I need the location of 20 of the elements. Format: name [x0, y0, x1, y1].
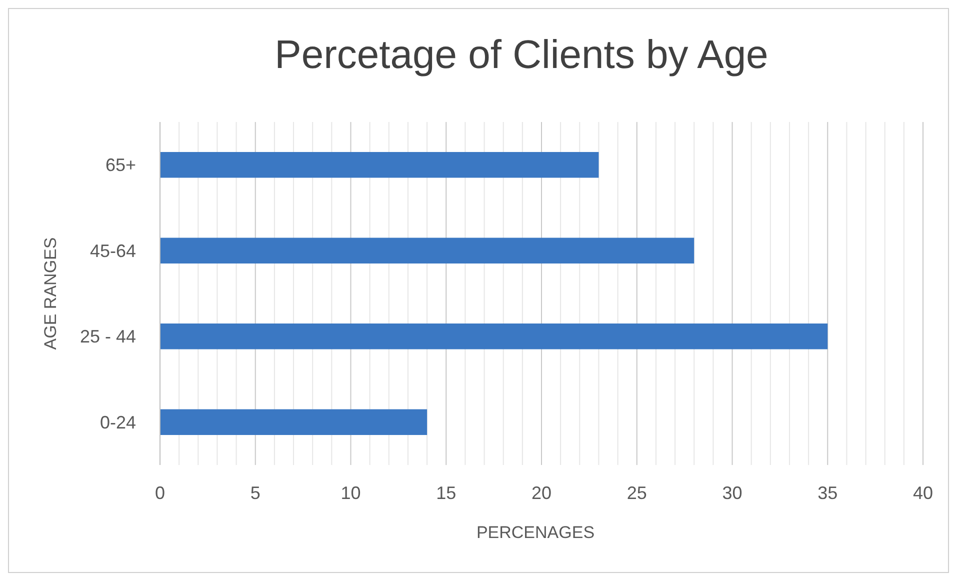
x-tick-label: 30	[722, 483, 742, 503]
y-tick-label: 0-24	[100, 412, 136, 432]
bar	[160, 238, 694, 264]
x-tick-label: 35	[818, 483, 838, 503]
x-tick-label: 20	[531, 483, 552, 503]
x-tick-label: 40	[912, 483, 934, 503]
chart-title: Percetage of Clients by Age	[274, 33, 768, 77]
x-tick-label: 15	[436, 483, 456, 503]
x-tick-label: 5	[250, 483, 260, 503]
x-tick-label: 10	[340, 483, 361, 503]
x-axis-title: PERCENAGES	[476, 523, 595, 542]
bar	[160, 324, 828, 350]
y-tick-label: 25 - 44	[80, 326, 136, 347]
y-axis-title: AGE RANGES	[41, 237, 60, 350]
bar	[160, 152, 599, 178]
x-tick-label: 25	[626, 483, 647, 503]
x-tick-label: 0	[154, 483, 166, 503]
y-tick-label: 45-64	[90, 240, 136, 261]
bar	[160, 409, 428, 435]
y-tick-label: 65+	[105, 155, 136, 176]
